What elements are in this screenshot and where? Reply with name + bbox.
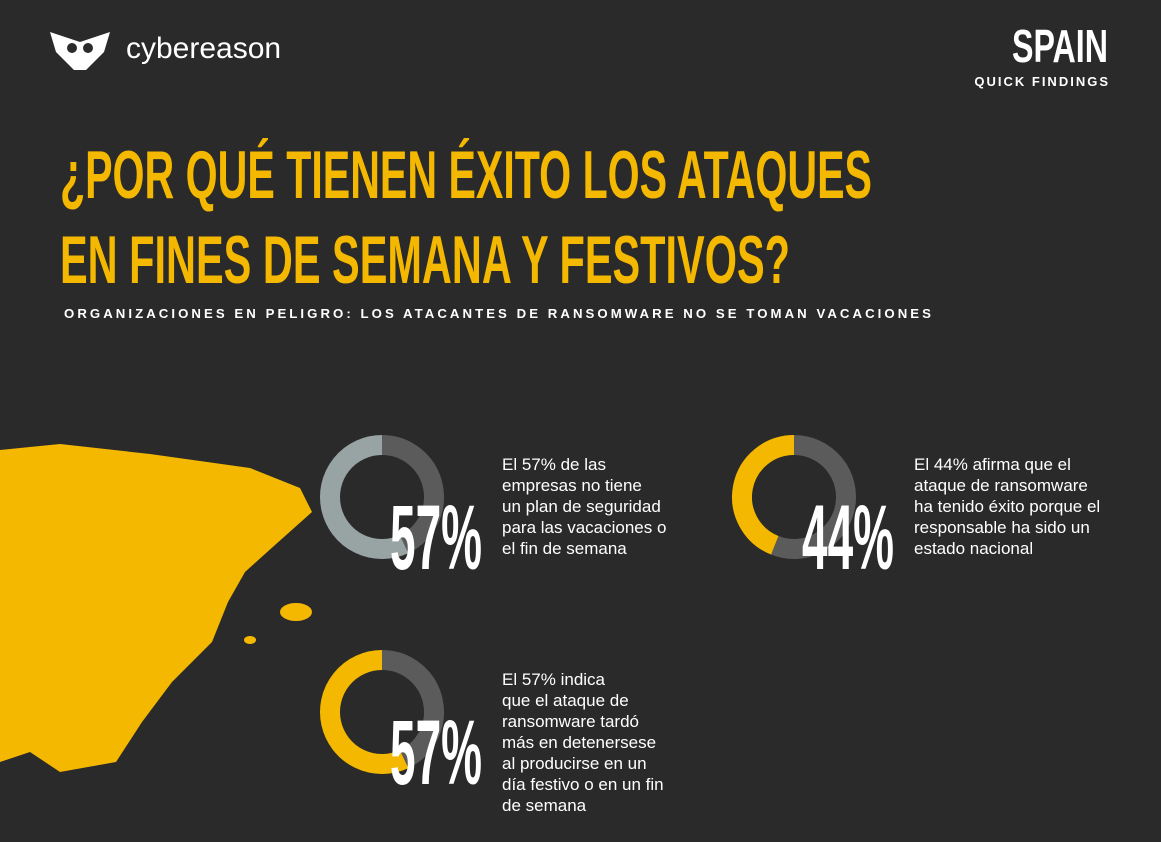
donut-segment bbox=[771, 435, 856, 559]
annotation-line: ransomware tardó bbox=[502, 712, 639, 731]
annotation-line: para las vacaciones o bbox=[502, 518, 666, 537]
owl-eye bbox=[67, 43, 77, 53]
annotation-line: al producirse en un bbox=[502, 754, 647, 773]
annotation-line: ha tenido éxito porque el bbox=[914, 497, 1100, 516]
logo: cybereason bbox=[50, 32, 281, 70]
brand: cybereason bbox=[126, 32, 281, 65]
owl-icon bbox=[50, 32, 110, 70]
title-line: EN FINES DE SEMANA Y FESTIVOS? bbox=[60, 222, 790, 298]
big-number: 57% bbox=[390, 487, 482, 589]
owl-eye bbox=[83, 43, 93, 53]
big-number: 44% bbox=[802, 487, 894, 589]
annotation-line: un plan de seguridad bbox=[502, 497, 661, 516]
annotation-line: el fin de semana bbox=[502, 539, 627, 558]
donut-segment bbox=[381, 650, 444, 769]
annotation-line: El 44% afirma que el bbox=[914, 455, 1071, 474]
annotation-line: que el ataque de bbox=[502, 691, 629, 710]
country: SPAIN bbox=[1012, 20, 1108, 72]
annotation-line: El 57% indica bbox=[502, 670, 606, 689]
subtitle: ORGANIZACIONES EN PELIGRO: LOS ATACANTES… bbox=[64, 306, 934, 321]
donut-segment bbox=[381, 435, 444, 554]
annotation-line: El 57% de las bbox=[502, 455, 606, 474]
annotation-line: empresas no tiene bbox=[502, 476, 642, 495]
map-of-spain bbox=[0, 444, 312, 772]
big-number: 57% bbox=[390, 702, 482, 804]
annotation-line: de semana bbox=[502, 796, 587, 815]
annotation-line: más en detenersese bbox=[502, 733, 656, 752]
annotation-line: día festivo o en un fin bbox=[502, 775, 664, 794]
annotation-line: responsable ha sido un bbox=[914, 518, 1090, 537]
donut-segment bbox=[320, 435, 409, 559]
donut-segment bbox=[732, 435, 795, 555]
title-line: ¿POR QUÉ TIENEN ÉXITO LOS ATAQUES bbox=[60, 137, 872, 213]
annotation-line: ataque de ransomware bbox=[914, 476, 1088, 495]
annotation-line: estado nacional bbox=[914, 539, 1033, 558]
island bbox=[280, 603, 312, 621]
island bbox=[244, 636, 256, 644]
donut-segment bbox=[320, 650, 409, 774]
tag: QUICK FINDINGS bbox=[974, 74, 1110, 89]
